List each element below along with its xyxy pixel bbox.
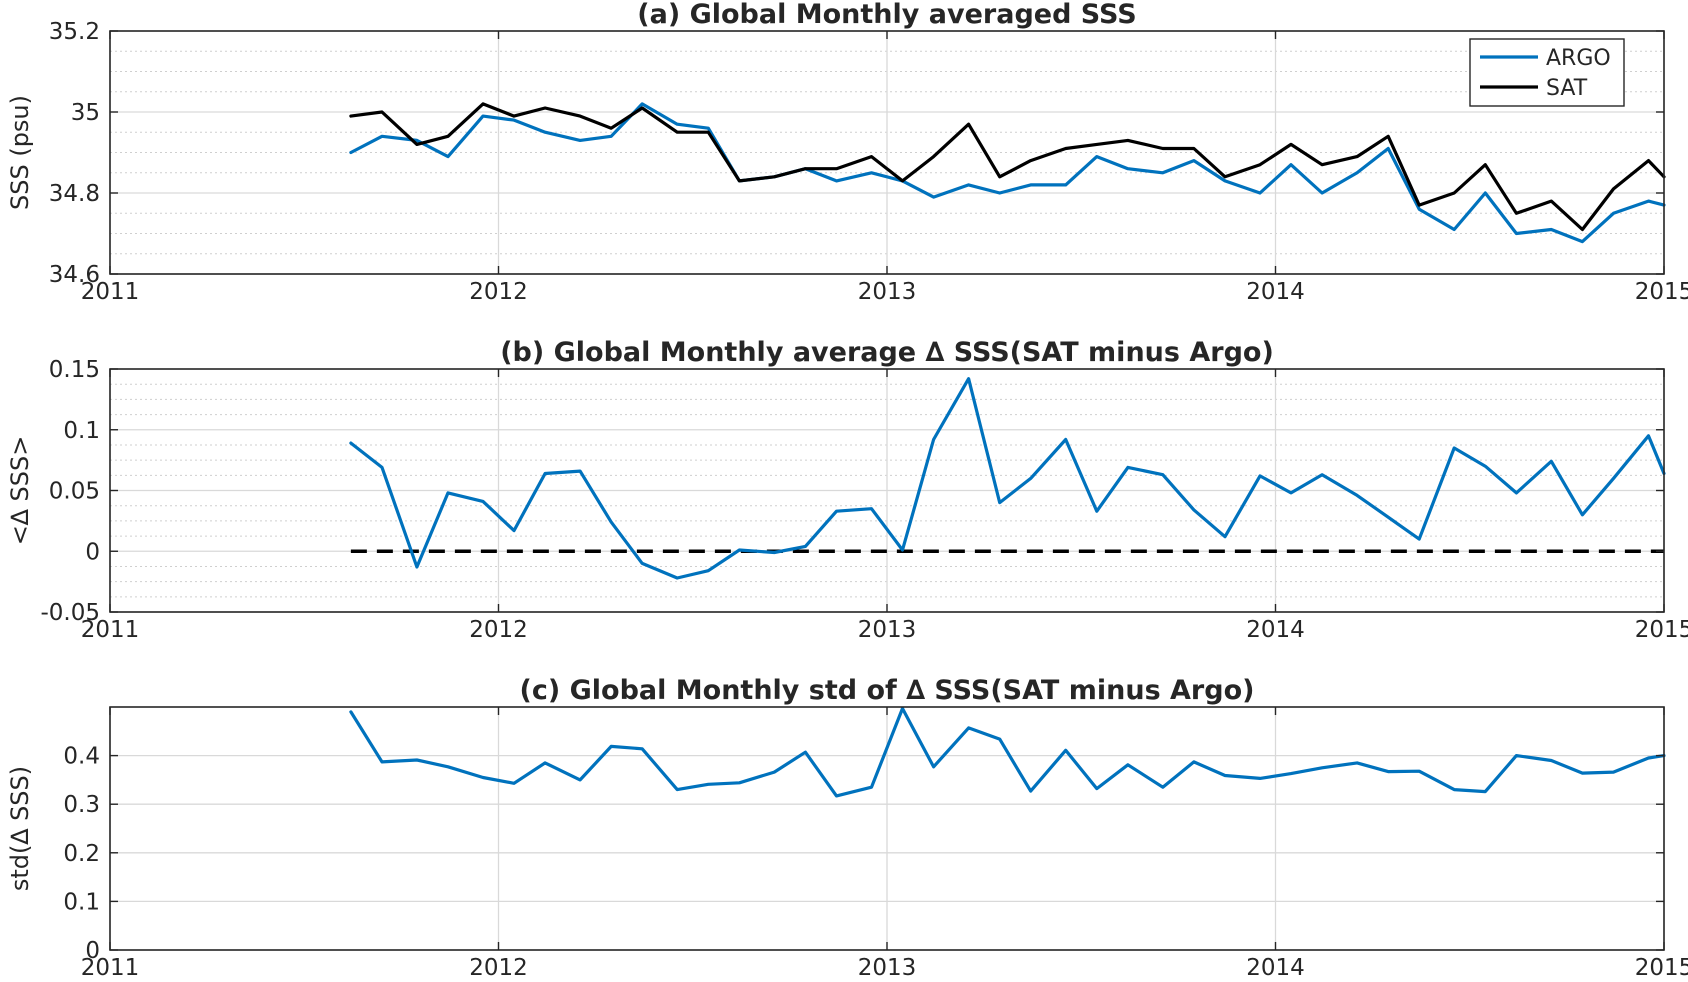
legend-label-argo: ARGO <box>1546 46 1611 71</box>
y-tick-label: 0.05 <box>49 479 100 505</box>
x-tick-label: 2012 <box>469 617 528 643</box>
series-line-series-0 <box>349 706 1666 798</box>
panel-b-title: (b) Global Monthly average ∆ SSS(SAT min… <box>500 337 1274 368</box>
legend-box <box>1469 38 1625 107</box>
y-tick-label: 0.3 <box>63 792 100 818</box>
x-tick-label: 2013 <box>858 279 917 305</box>
panel-b-ylabel: <∆ SSS> <box>6 436 34 546</box>
y-tick-label: 0.15 <box>49 357 100 383</box>
panel-c-ylabel: std(∆ SSS) <box>6 766 34 891</box>
y-tick-label: 34.6 <box>49 262 100 288</box>
x-tick-label: 2011 <box>81 617 140 643</box>
series-line-series-0 <box>349 377 1666 580</box>
y-tick-label: 0.4 <box>63 744 100 770</box>
x-tick-label: 2011 <box>81 279 140 305</box>
x-tick-label: 2014 <box>1246 617 1305 643</box>
grid <box>109 707 1665 951</box>
panel-b: (b) Global Monthly average ∆ SSS(SAT min… <box>6 337 1688 643</box>
x-tick-label: 2013 <box>858 617 917 643</box>
panel-c: (c) Global Monthly std of ∆ SSS(SAT minu… <box>6 675 1688 981</box>
x-tick-label: 2013 <box>858 955 917 981</box>
x-tick-label: 2014 <box>1246 279 1305 305</box>
legend-label-sat: SAT <box>1546 76 1588 101</box>
panel-c-title: (c) Global Monthly std of ∆ SSS(SAT minu… <box>520 675 1255 706</box>
series-line-argo <box>349 102 1666 244</box>
y-tick-label: 0.1 <box>63 418 100 444</box>
y-tick-label: -0.05 <box>40 600 100 626</box>
y-tick-label: 0.2 <box>63 841 100 867</box>
grid <box>109 368 1665 613</box>
y-tick-label: 34.8 <box>49 181 100 207</box>
grid <box>109 30 1665 275</box>
y-tick-label: 0 <box>85 539 100 565</box>
x-tick-label: 2015 <box>1635 279 1688 305</box>
y-tick-label: 0 <box>85 938 100 964</box>
y-tick-label: 35.2 <box>49 19 100 45</box>
x-tick-label: 2014 <box>1246 955 1305 981</box>
x-tick-label: 2015 <box>1635 617 1688 643</box>
series-line-sat <box>349 102 1666 232</box>
y-tick-label: 35 <box>71 100 100 126</box>
legend: ARGO SAT <box>1469 38 1625 107</box>
y-tick-label: 0.1 <box>63 889 100 915</box>
x-tick-label: 2011 <box>81 955 140 981</box>
x-tick-label: 2012 <box>469 955 528 981</box>
x-tick-label: 2015 <box>1635 955 1688 981</box>
panel-a-title: (a) Global Monthly averaged SSS <box>637 0 1136 30</box>
panel-a-ylabel: SSS (psu) <box>6 95 34 210</box>
x-tick-label: 2012 <box>469 279 528 305</box>
panel-a: (a) Global Monthly averaged SSS SSS (psu… <box>6 0 1688 305</box>
